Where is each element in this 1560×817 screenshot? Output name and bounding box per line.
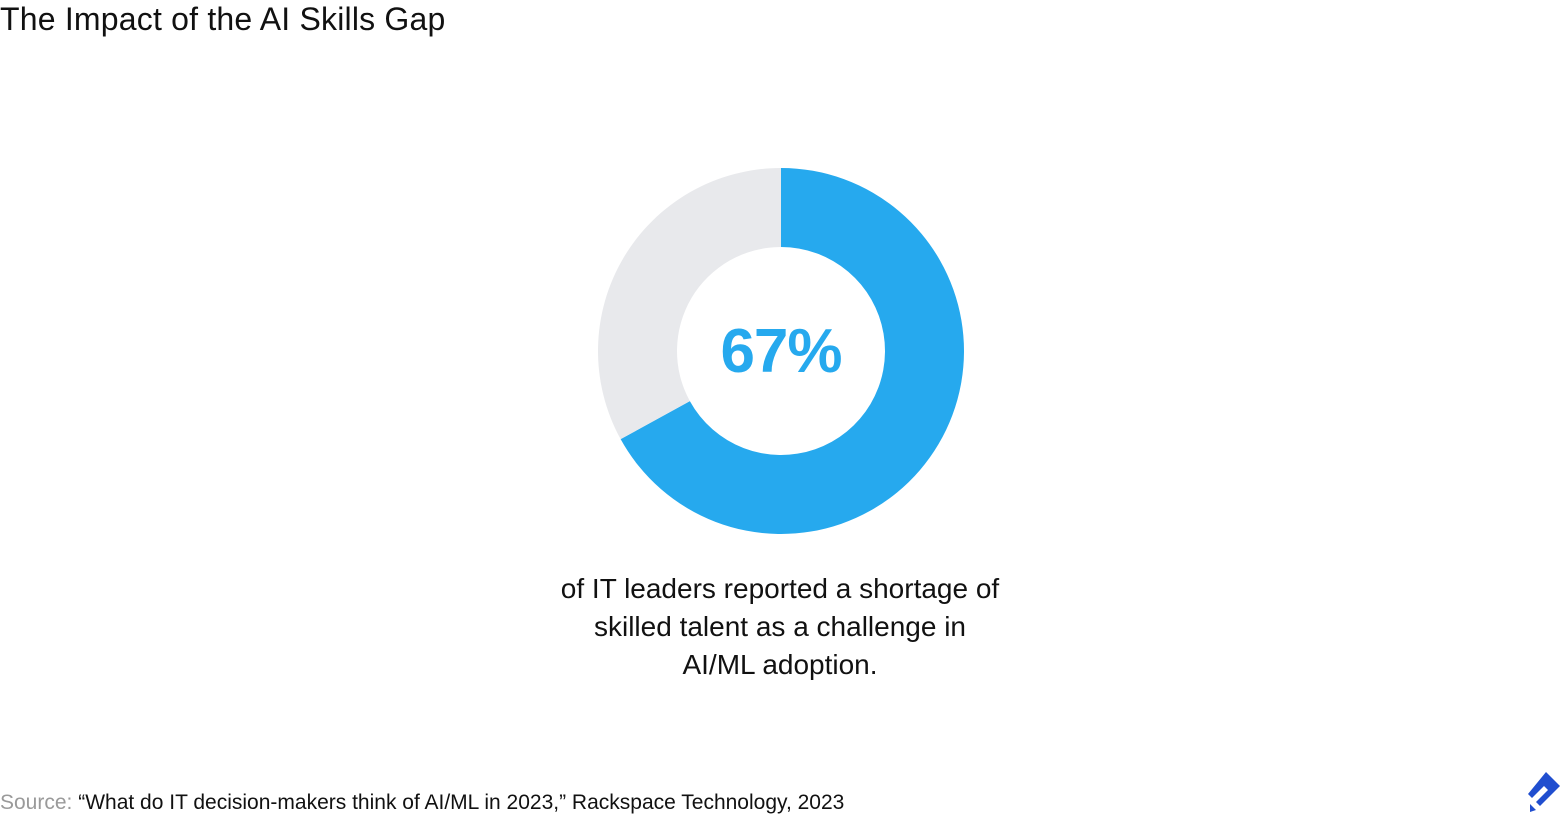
caption-line-2: skilled talent as a challenge in — [593, 611, 966, 642]
chart-title: The Impact of the AI Skills Gap — [0, 1, 446, 37]
toptal-logo-icon — [1526, 772, 1560, 812]
caption-line-1: of IT leaders reported a shortage of — [560, 573, 1000, 604]
chart-caption: of IT leaders reported a shortage of ski… — [480, 570, 1080, 684]
donut-slice-highlight — [620, 168, 964, 534]
source-label: Source: — [0, 791, 73, 814]
donut-slice-remainder — [598, 168, 781, 440]
center-percentage-label: 67% — [720, 316, 842, 386]
donut-svg — [598, 168, 964, 534]
caption-line-3: AI/ML adoption. — [682, 649, 878, 680]
donut-chart: 67% — [596, 166, 966, 536]
source-note: Source: “What do IT decision-makers thin… — [0, 790, 844, 816]
source-text: “What do IT decision-makers think of AI/… — [78, 791, 845, 814]
